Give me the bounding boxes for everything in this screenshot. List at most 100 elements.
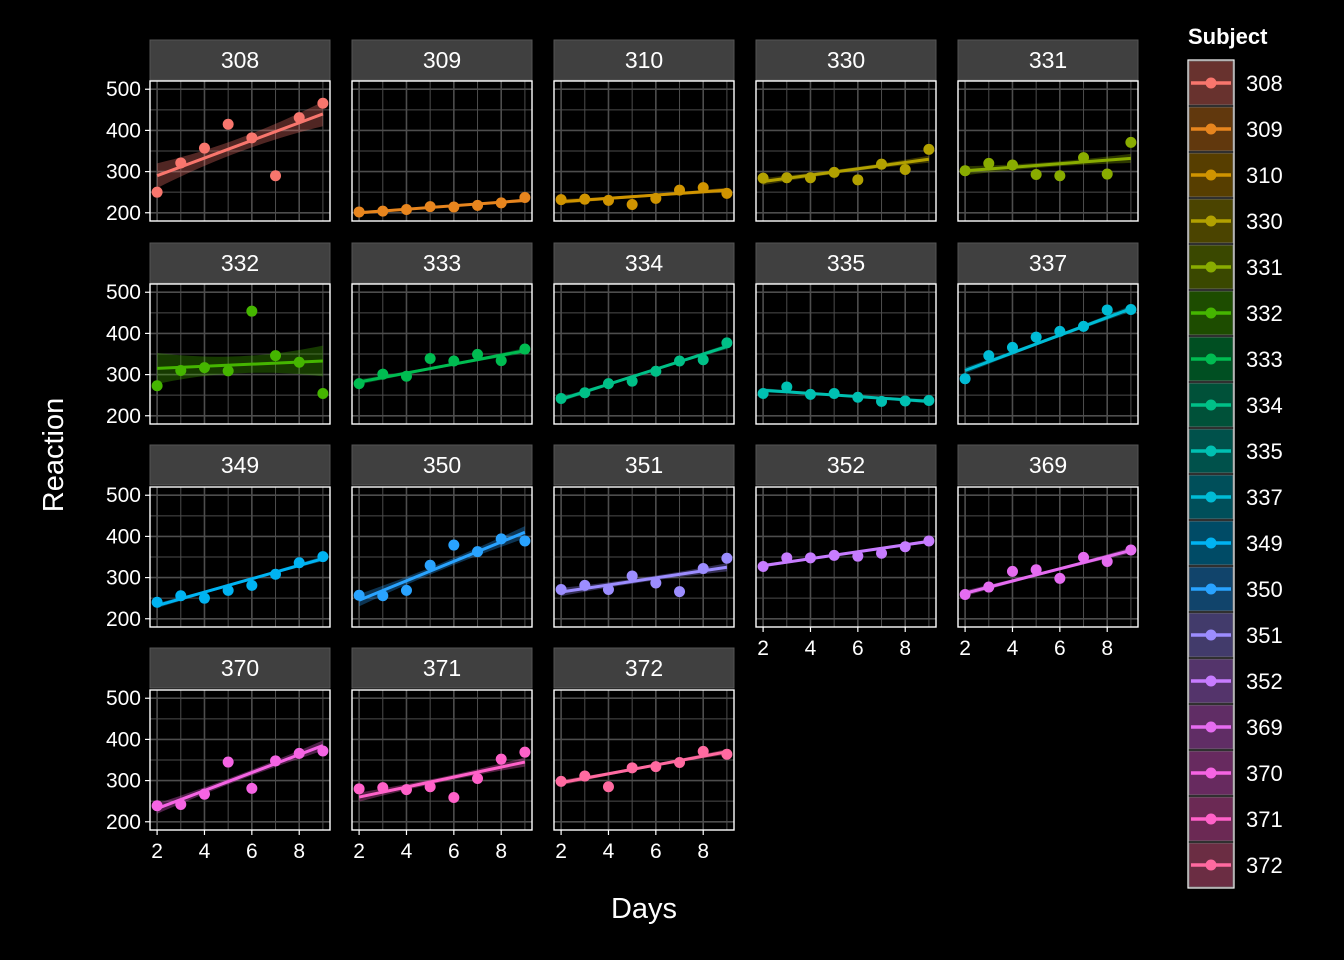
legend-label: 349 bbox=[1246, 531, 1283, 556]
facet-strip-label: 337 bbox=[1029, 250, 1067, 276]
facet-strip bbox=[149, 39, 331, 81]
data-point bbox=[1006, 565, 1018, 577]
data-point bbox=[246, 305, 258, 317]
data-point bbox=[674, 184, 686, 196]
legend-item-308: 308 bbox=[1188, 60, 1283, 106]
data-point bbox=[424, 201, 436, 213]
x-tick-label: 2 bbox=[555, 840, 567, 863]
facet-strip bbox=[553, 242, 735, 284]
panel-border bbox=[957, 283, 1139, 425]
legend-item-349: 349 bbox=[1188, 520, 1283, 566]
data-point bbox=[555, 392, 567, 404]
facet-strip-label: 371 bbox=[423, 655, 461, 681]
facet-panel-370: 370 200 300 400 500 2 4 6 8 bbox=[106, 647, 331, 863]
data-point bbox=[828, 549, 840, 561]
data-point bbox=[519, 535, 531, 547]
data-point bbox=[377, 368, 389, 380]
data-point bbox=[674, 586, 686, 598]
y-tick-label: 400 bbox=[106, 119, 141, 142]
data-point bbox=[1030, 331, 1042, 343]
legend-item-335: 335 bbox=[1188, 428, 1283, 474]
x-tick-label: 8 bbox=[697, 840, 709, 863]
data-point bbox=[353, 783, 365, 795]
data-point bbox=[424, 559, 436, 571]
facet-panel-330: 330 bbox=[755, 39, 937, 222]
data-point bbox=[602, 378, 614, 390]
legend-key-point bbox=[1205, 169, 1217, 181]
legend-item-372: 372 bbox=[1188, 842, 1283, 888]
facet-strip bbox=[149, 242, 331, 284]
legend-item-334: 334 bbox=[1188, 382, 1283, 428]
facet-strip-label: 335 bbox=[827, 250, 865, 276]
data-point bbox=[293, 557, 305, 569]
data-point bbox=[495, 533, 507, 545]
facet-strip-label: 334 bbox=[625, 250, 664, 276]
data-point bbox=[317, 551, 329, 563]
data-point bbox=[198, 362, 210, 374]
x-tick-label: 6 bbox=[448, 840, 460, 863]
panel-border bbox=[351, 80, 533, 222]
legend-key-point bbox=[1205, 675, 1217, 687]
data-point bbox=[246, 579, 258, 591]
facet-strip bbox=[553, 39, 735, 81]
data-point bbox=[876, 395, 888, 407]
data-point bbox=[293, 747, 305, 759]
facet-strip bbox=[755, 39, 937, 81]
data-point bbox=[650, 192, 662, 204]
data-point bbox=[151, 596, 163, 608]
y-tick-label: 200 bbox=[106, 202, 141, 225]
data-point bbox=[175, 157, 187, 169]
data-point bbox=[626, 570, 638, 582]
legend-label: 337 bbox=[1246, 485, 1283, 510]
x-tick-label: 8 bbox=[293, 840, 305, 863]
data-point bbox=[1030, 168, 1042, 180]
panel-border bbox=[755, 80, 937, 222]
data-point bbox=[246, 132, 258, 144]
legend-label: 335 bbox=[1246, 439, 1283, 464]
legend-item-351: 351 bbox=[1188, 612, 1283, 658]
data-point bbox=[198, 788, 210, 800]
data-point bbox=[923, 395, 935, 407]
y-axis-title: Reaction bbox=[38, 398, 70, 512]
y-tick-label: 300 bbox=[106, 770, 141, 793]
data-point bbox=[448, 201, 460, 213]
legend-key-point bbox=[1205, 445, 1217, 457]
data-point bbox=[377, 782, 389, 794]
legend-key-point bbox=[1205, 123, 1217, 135]
legend-key-point bbox=[1205, 767, 1217, 779]
facet-panel-334: 334 bbox=[553, 242, 735, 425]
data-point bbox=[579, 770, 591, 782]
x-tick-label: 6 bbox=[246, 840, 258, 863]
legend-key-point bbox=[1205, 77, 1217, 89]
facet-strip-label: 351 bbox=[625, 452, 663, 478]
data-point bbox=[424, 353, 436, 365]
data-point bbox=[293, 112, 305, 124]
y-tick-label: 500 bbox=[106, 78, 141, 101]
data-point bbox=[472, 348, 484, 360]
legend-item-309: 309 bbox=[1188, 106, 1283, 152]
data-point bbox=[377, 590, 389, 602]
y-tick-label: 200 bbox=[106, 811, 141, 834]
panel-border bbox=[149, 80, 331, 222]
legend-label: 352 bbox=[1246, 669, 1283, 694]
facet-panel-372: 372 2 4 6 8 bbox=[553, 647, 735, 863]
facet-strip-label: 333 bbox=[423, 250, 461, 276]
data-point bbox=[852, 174, 864, 186]
data-point bbox=[650, 577, 662, 589]
data-point bbox=[650, 761, 662, 773]
facet-strip bbox=[149, 647, 331, 689]
data-point bbox=[923, 143, 935, 155]
facet-panel-332: 332 200 300 400 500 bbox=[106, 242, 331, 428]
data-point bbox=[495, 197, 507, 209]
data-point bbox=[400, 784, 412, 796]
panel-border bbox=[553, 283, 735, 425]
facet-strip bbox=[957, 242, 1139, 284]
facet-strip bbox=[351, 39, 533, 81]
facet-panel-331: 331 bbox=[957, 39, 1139, 222]
facet-strip bbox=[957, 39, 1139, 81]
panel-border bbox=[351, 283, 533, 425]
data-point bbox=[151, 800, 163, 812]
x-tick-label: 4 bbox=[401, 840, 413, 863]
x-tick-label: 2 bbox=[959, 637, 971, 660]
